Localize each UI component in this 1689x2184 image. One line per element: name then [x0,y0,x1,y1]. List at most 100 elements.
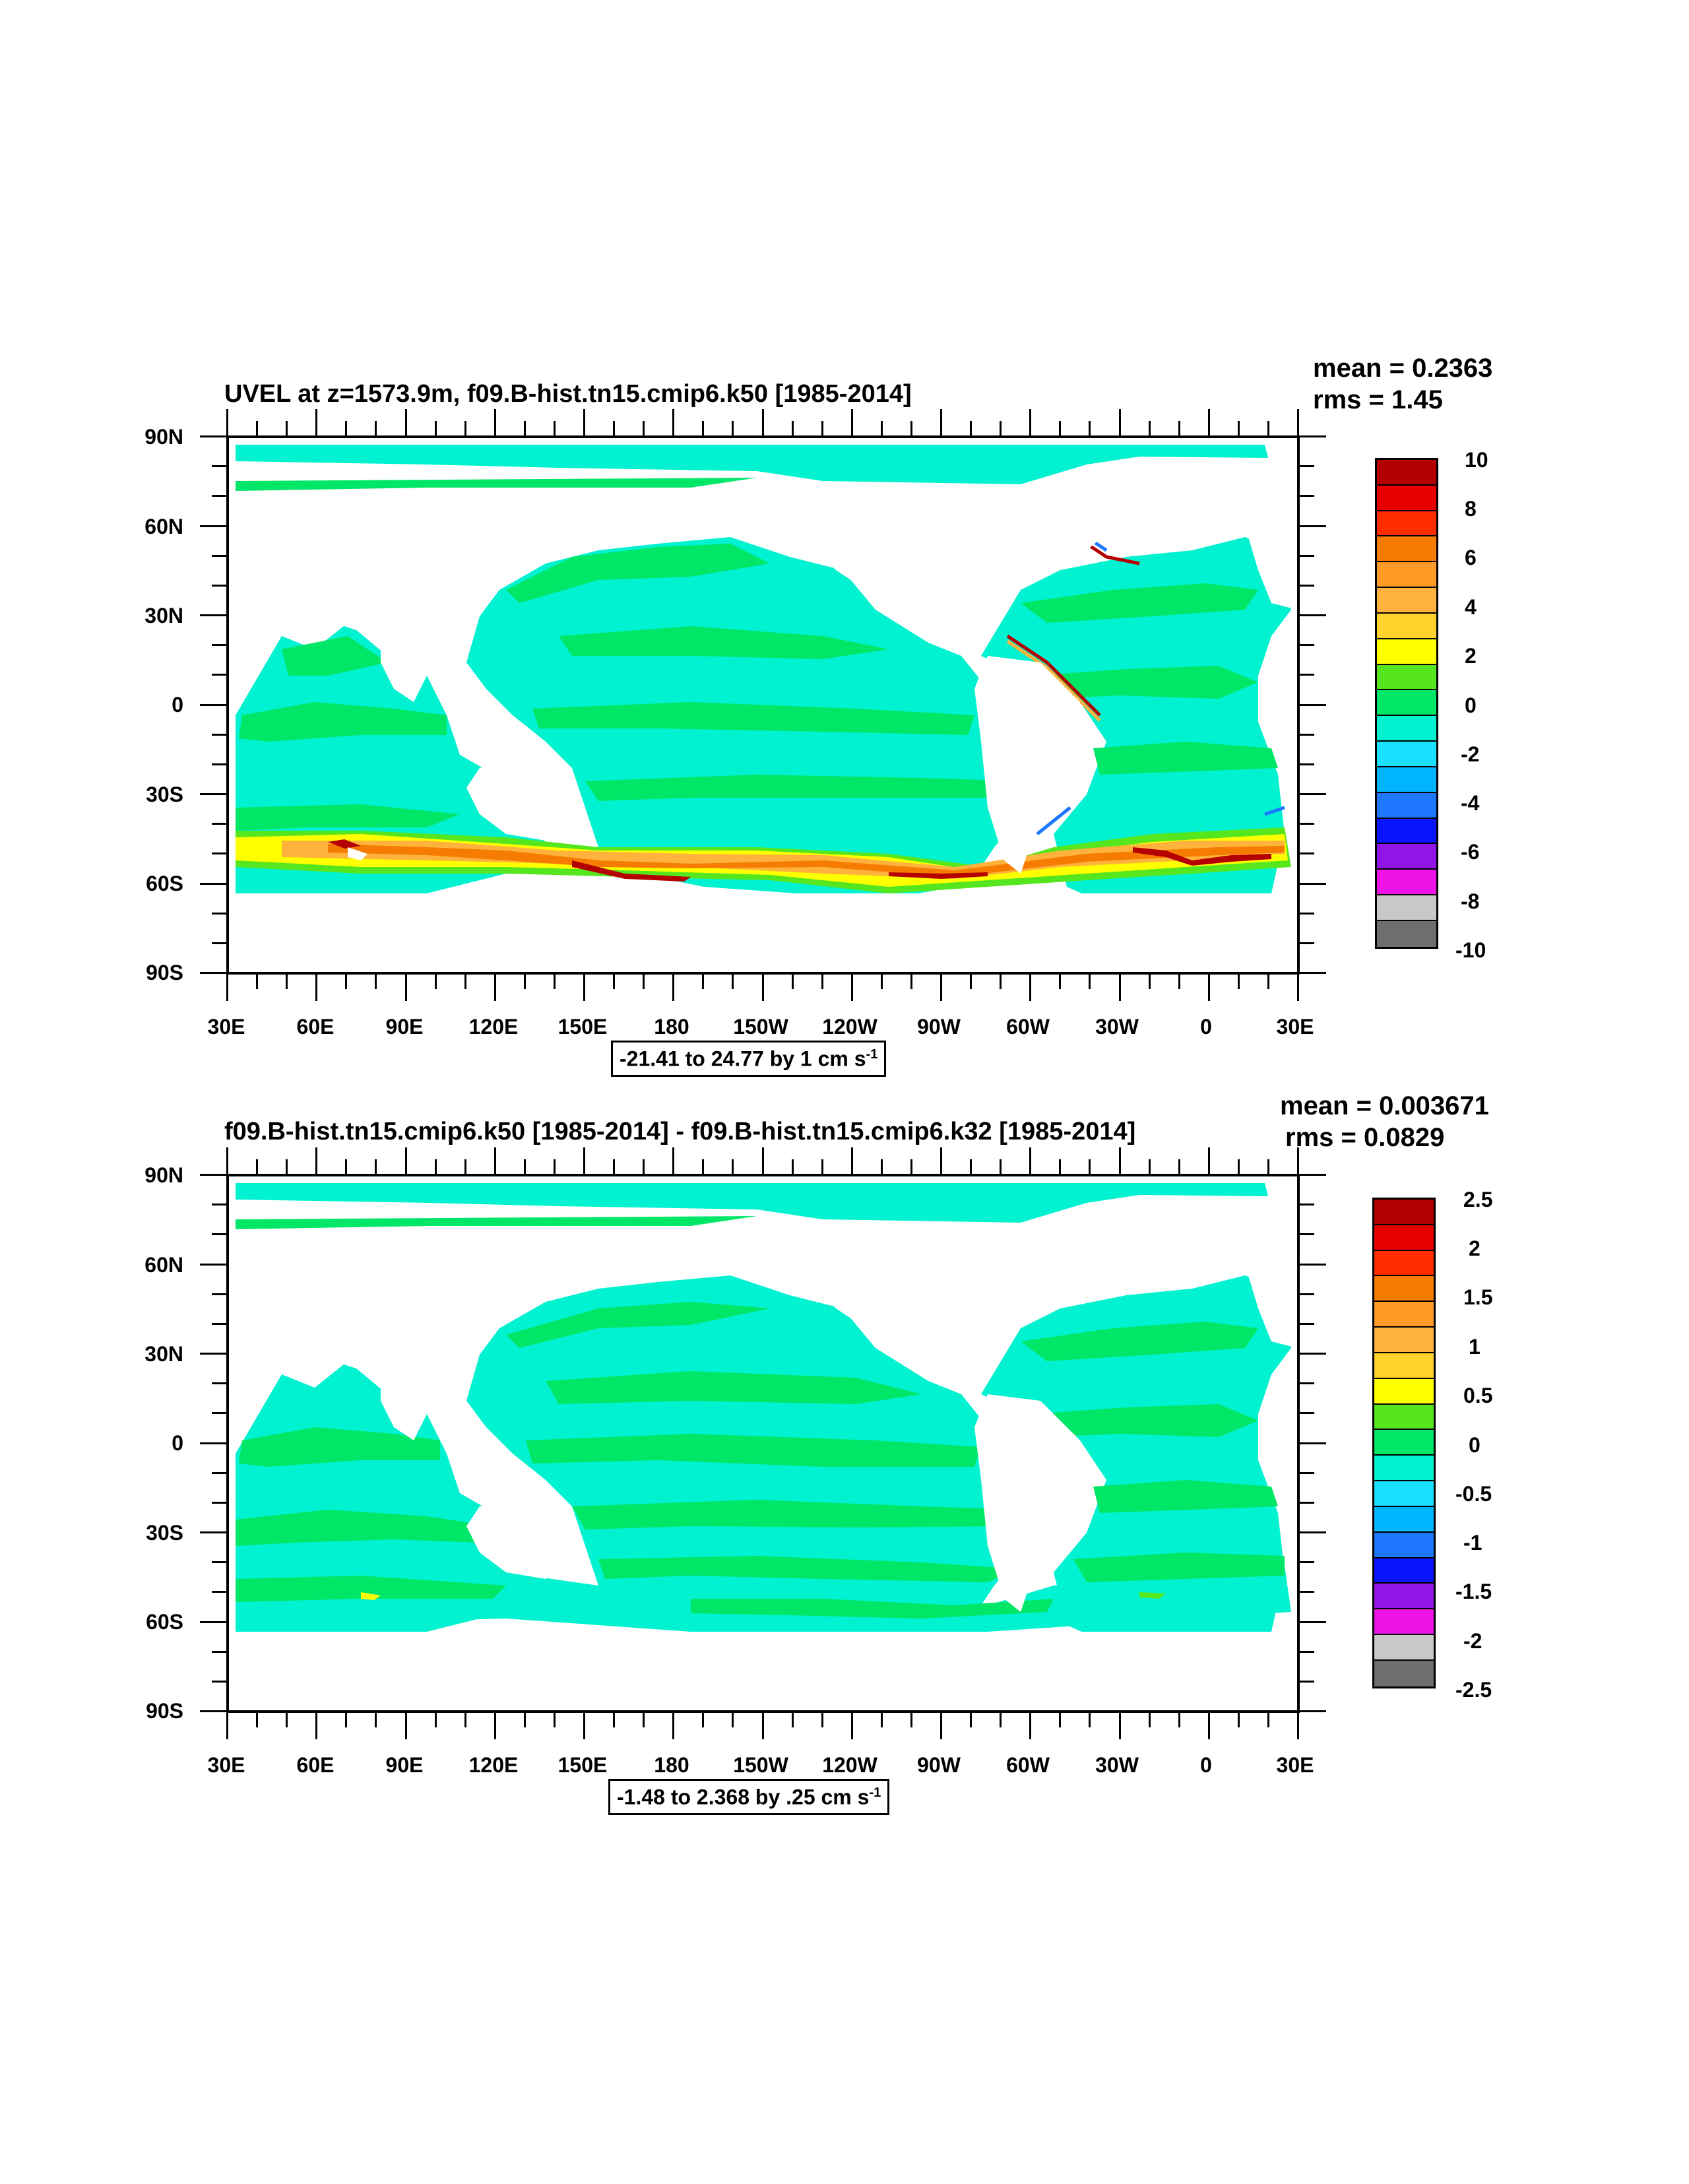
panel2-x-label: 150W [733,1753,788,1777]
panel2-green-bands [236,1216,1285,1619]
x-tick [1029,1147,1032,1174]
panel2-map-svg [229,1183,1297,1710]
panel2-x-label: 30E [1276,1753,1314,1777]
y-tick [1300,793,1326,795]
panel1-green-bands [236,478,1278,831]
panel1-colorbar-label: -8 [1461,889,1480,913]
y-tick [1300,1263,1326,1266]
x-tick [404,409,407,435]
panel2-mean: mean = 0.003671 [1280,1091,1489,1120]
x-tick [702,421,705,435]
x-tick [1059,421,1062,435]
x-tick [880,975,883,989]
y-tick [200,614,226,616]
x-tick [880,421,883,435]
x-tick [226,1147,228,1174]
panel1-y-label: 60N [144,515,183,538]
x-tick [404,1713,407,1739]
panel2-title: f09.B-hist.tn15.cmip6.k50 [1985-2014] - … [224,1118,1136,1145]
x-tick [613,1159,616,1174]
x-tick [464,975,466,989]
x-tick [315,975,318,1001]
x-tick [1089,421,1091,435]
y-tick [1300,942,1314,944]
x-tick [732,1713,734,1727]
y-tick [212,1412,226,1415]
x-tick [404,975,407,1001]
panel2-land [229,1209,1297,1710]
x-tick [702,975,705,989]
x-tick [1178,421,1180,435]
x-tick [1059,1159,1062,1174]
x-tick [523,421,526,435]
panel1-x-label: 30E [1276,1015,1314,1039]
y-tick [1300,1293,1314,1295]
panel2-colorbar-label: 0.5 [1463,1384,1493,1407]
x-tick [553,975,556,989]
x-tick [464,421,466,435]
x-tick [256,975,259,989]
panel2-x-label: 180 [654,1753,689,1777]
x-tick [613,1713,616,1727]
y-tick [1300,1561,1314,1564]
colorbar-swatch [1377,536,1436,563]
panel1-colorbar-label: -4 [1461,791,1480,815]
y-tick [212,1471,226,1474]
panel1-y-label: 0 [172,693,183,717]
y-tick [1300,1501,1314,1504]
y-tick [1300,882,1326,885]
x-tick [1207,975,1210,1001]
y-tick [212,1382,226,1385]
panel1-colorbar-label: -6 [1461,840,1480,864]
panel1-southern-band [236,827,1291,893]
y-tick [1300,1591,1314,1593]
colorbar-swatch [1374,1353,1434,1379]
panel2-map [226,1174,1300,1713]
colorbar-swatch [1374,1404,1434,1430]
x-tick [1118,409,1121,435]
x-tick [404,1147,407,1174]
x-tick [1267,1713,1269,1727]
x-tick [1237,975,1240,989]
panel2-colorbar [1372,1198,1436,1688]
y-tick [200,703,226,706]
y-tick [200,1531,226,1533]
panel1-mean: mean = 0.2363 [1313,354,1493,383]
x-tick [375,1159,377,1174]
x-tick [1089,1713,1091,1727]
panel2-x-label: 120E [468,1753,519,1777]
panel1-colorbar-label: -2 [1461,742,1480,766]
x-tick [732,421,734,435]
x-tick [523,975,526,989]
panel2-colorbar-label: -1 [1463,1531,1482,1555]
y-tick [200,1710,226,1712]
x-tick [494,1713,496,1739]
colorbar-swatch [1374,1532,1434,1558]
y-tick [1300,912,1314,915]
panel2-colorbar-label: 1.5 [1463,1285,1493,1309]
x-tick [315,409,318,435]
panel2-rms: rms = 0.0829 [1285,1123,1445,1152]
x-tick [821,1159,823,1174]
panel1-x-label: 180 [654,1015,689,1039]
y-tick [212,912,226,915]
x-tick [761,1147,764,1174]
x-tick [643,975,645,989]
colorbar-swatch [1374,1328,1434,1353]
panel2-y-label: 90S [146,1699,183,1723]
panel1-ocean [236,445,1291,913]
panel1-y-label: 30S [146,783,183,806]
x-tick [850,975,853,1001]
y-tick [212,1561,226,1564]
x-tick [494,975,496,1001]
x-tick [970,421,972,435]
panel1-colorbar-label: 10 [1465,448,1488,472]
panel1-colorbar-label: 4 [1465,595,1477,619]
y-tick [200,972,226,974]
y-tick [1300,1322,1314,1325]
y-tick [1300,763,1314,765]
colorbar-swatch [1377,664,1436,691]
x-tick [583,975,585,1001]
colorbar-swatch [1374,1430,1434,1456]
x-tick [880,1713,883,1727]
